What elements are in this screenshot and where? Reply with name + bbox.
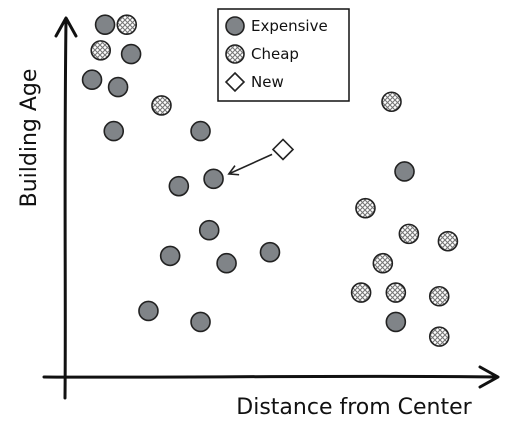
data-point-expensive (259, 241, 281, 263)
legend-label-new: New (251, 73, 284, 91)
data-point-expensive (159, 245, 181, 267)
data-point-cheap (372, 252, 394, 274)
data-point-expensive (168, 175, 190, 197)
data-point-expensive (216, 252, 237, 274)
annotations (227, 153, 273, 176)
x-axis-arrowhead (478, 365, 500, 389)
data-points (81, 14, 459, 347)
x-axis (42, 374, 498, 379)
data-point-cheap (381, 91, 402, 113)
data-point-expensive (138, 300, 159, 322)
legend-marker-expensive (225, 16, 245, 36)
data-point-cheap (116, 14, 138, 35)
y-axis-label: Building Age (17, 69, 42, 208)
data-point-cheap (428, 285, 450, 307)
legend: Expensive Cheap New (217, 8, 350, 102)
data-point-cheap (355, 197, 376, 219)
axes (42, 16, 500, 400)
legend-label-cheap: Cheap (251, 45, 299, 63)
y-axis (63, 18, 68, 400)
data-point-cheap (350, 282, 372, 303)
data-point-expensive (385, 311, 407, 333)
x-axis-label: Distance from Center (236, 395, 472, 420)
data-point-expensive (81, 69, 103, 91)
annotation-arrowhead (227, 165, 240, 176)
data-point-expensive (120, 43, 142, 65)
data-point-expensive (103, 120, 125, 142)
data-point-expensive (107, 76, 129, 98)
data-point-cheap (90, 40, 112, 61)
data-point-cheap (398, 223, 420, 245)
data-point-expensive (94, 14, 116, 35)
data-point-cheap (437, 230, 459, 252)
data-point-expensive (198, 219, 220, 241)
legend-label-expensive: Expensive (251, 17, 328, 35)
legend-marker-new (224, 71, 246, 93)
legend-marker-cheap (225, 44, 245, 64)
data-point-cheap (385, 282, 407, 303)
data-point-cheap (151, 95, 172, 116)
data-point-expensive (394, 161, 415, 182)
data-point-expensive (190, 311, 211, 333)
y-axis-arrowhead (54, 16, 78, 38)
data-point-cheap (428, 326, 450, 347)
data-point-expensive (203, 168, 224, 190)
data-point-expensive (190, 120, 211, 142)
data-point-new (271, 138, 295, 161)
annotation-arrow (228, 153, 273, 175)
